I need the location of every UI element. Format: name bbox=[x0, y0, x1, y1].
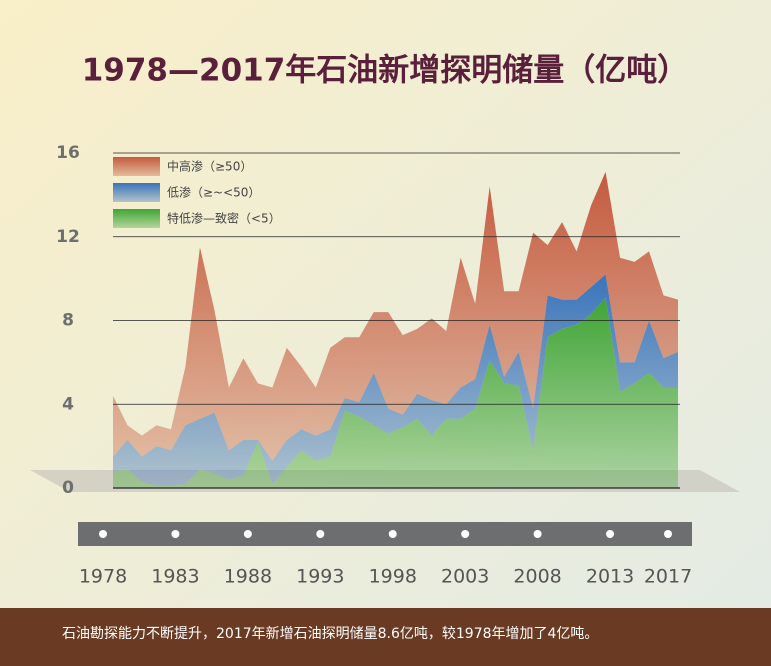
x-tick-dot bbox=[99, 530, 107, 538]
x-tick-dot bbox=[533, 530, 542, 538]
x-tick-label: 1988 bbox=[224, 566, 272, 588]
legend-label: 特低渗—致密（<5） bbox=[167, 211, 281, 226]
x-tick-dot bbox=[461, 530, 470, 538]
chart-title: 1978—2017年石油新增探明储量（亿吨） bbox=[82, 53, 689, 89]
footer bbox=[0, 608, 771, 666]
footnote: 石油勘探能力不断提升，2017年新增石油探明储量8.6亿吨，较1978年增加了4… bbox=[62, 626, 598, 642]
x-tick-label: 2003 bbox=[441, 566, 489, 588]
legend-swatch bbox=[113, 157, 160, 176]
x-tick-label: 2017 bbox=[644, 566, 692, 588]
x-tick-dot bbox=[316, 530, 325, 538]
x-tick-label: 1993 bbox=[296, 566, 344, 588]
axis-bar bbox=[78, 522, 692, 546]
legend-label: 低渗（≥~<50） bbox=[167, 185, 260, 200]
x-tick-dot bbox=[388, 530, 397, 538]
area bbox=[113, 297, 678, 488]
y-tick-label: 16 bbox=[56, 143, 80, 163]
x-tick-label: 2013 bbox=[586, 566, 634, 588]
y-tick-label: 8 bbox=[62, 311, 74, 331]
x-tick-dot bbox=[171, 530, 180, 538]
x-tick-label: 2008 bbox=[513, 566, 561, 588]
x-tick-dot bbox=[243, 530, 252, 538]
x-tick-label: 1983 bbox=[151, 566, 199, 588]
plot bbox=[113, 171, 678, 488]
x-tick-label: 1998 bbox=[369, 566, 417, 588]
area bbox=[113, 274, 678, 486]
x-tick-label: 1978 bbox=[79, 566, 127, 588]
area bbox=[113, 171, 678, 461]
legend-swatch bbox=[113, 183, 160, 202]
y-tick-label: 4 bbox=[62, 394, 74, 414]
legend-label: 中高渗（≥50） bbox=[167, 159, 252, 174]
y-tick-label: 0 bbox=[62, 478, 74, 498]
y-tick-label: 12 bbox=[56, 227, 80, 247]
x-tick-dot bbox=[664, 530, 672, 538]
x-tick-dot bbox=[606, 530, 615, 538]
legend-swatch bbox=[113, 209, 160, 228]
